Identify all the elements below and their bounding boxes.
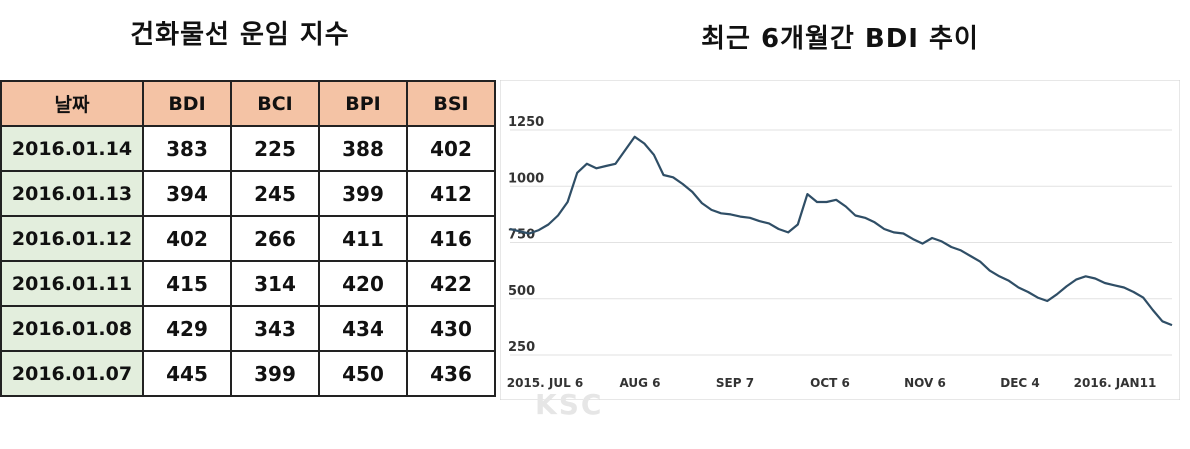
cell-bpi: 450 xyxy=(318,350,408,397)
table-row: 2016.01.13 394 245 399 412 xyxy=(0,170,496,217)
table-row: 2016.01.14 383 225 388 402 xyxy=(0,125,496,172)
cell-date: 2016.01.08 xyxy=(0,305,144,352)
x-axis: 2015. JUL 6 AUG 6 SEP 7 OCT 6 NOV 6 DEC 4 2016… xyxy=(507,376,1157,390)
y-tick-label: 500 xyxy=(508,284,535,299)
cell-bci: 225 xyxy=(230,125,320,172)
cell-bsi: 416 xyxy=(406,215,496,262)
table-row: 2016.01.07 445 399 450 436 xyxy=(0,350,496,397)
series-layer xyxy=(509,135,1173,327)
cell-bdi: 394 xyxy=(142,170,232,217)
bdi-series-line xyxy=(509,135,1173,327)
cell-bdi: 402 xyxy=(142,215,232,262)
cell-bdi: 445 xyxy=(142,350,232,397)
cell-bsi: 402 xyxy=(406,125,496,172)
cell-bci: 266 xyxy=(230,215,320,262)
cell-bsi: 430 xyxy=(406,305,496,352)
cell-date: 2016.01.14 xyxy=(0,125,144,172)
header-bci: BCI xyxy=(230,80,320,127)
x-tick-label: DEC 4 xyxy=(1000,376,1040,390)
cell-date: 2016.01.07 xyxy=(0,350,144,397)
y-tick-label: 1000 xyxy=(508,171,544,186)
cell-bsi: 436 xyxy=(406,350,496,397)
x-tick-label: NOV 6 xyxy=(904,376,946,390)
watermark-logo: KSC xyxy=(535,388,604,421)
table-title: 건화물선 운임 지수 xyxy=(130,20,350,50)
header-bpi: BPI xyxy=(318,80,408,127)
table-row: 2016.01.12 402 266 411 416 xyxy=(0,215,496,262)
header-bdi: BDI xyxy=(142,80,232,127)
cell-bsi: 422 xyxy=(406,260,496,307)
x-tick-label: SEP 7 xyxy=(716,376,754,390)
cell-bdi: 429 xyxy=(142,305,232,352)
x-tick-label: OCT 6 xyxy=(810,376,850,390)
cell-date: 2016.01.12 xyxy=(0,215,144,262)
y-tick-label: 1250 xyxy=(508,115,544,130)
cell-bci: 343 xyxy=(230,305,320,352)
cell-bpi: 388 xyxy=(318,125,408,172)
table-row: 2016.01.08 429 343 434 430 xyxy=(0,305,496,352)
cell-bci: 245 xyxy=(230,170,320,217)
cell-bdi: 415 xyxy=(142,260,232,307)
table-row: 2016.01.11 415 314 420 422 xyxy=(0,260,496,307)
cell-bpi: 399 xyxy=(318,170,408,217)
x-tick-label: 2016. JAN11 xyxy=(1074,376,1157,390)
x-tick-label: 2015. JUL 6 xyxy=(507,376,584,390)
cell-bci: 399 xyxy=(230,350,320,397)
cell-bpi: 411 xyxy=(318,215,408,262)
header-date: 날짜 xyxy=(0,80,144,127)
y-tick-label: 250 xyxy=(508,340,535,355)
cell-bsi: 412 xyxy=(406,170,496,217)
freight-index-table: 날짜 BDI BCI BPI BSI 2016.01.14 383 225 38… xyxy=(0,80,496,397)
x-tick-label: AUG 6 xyxy=(619,376,660,390)
cell-bdi: 383 xyxy=(142,125,232,172)
header-bsi: BSI xyxy=(406,80,496,127)
cell-date: 2016.01.13 xyxy=(0,170,144,217)
cell-date: 2016.01.11 xyxy=(0,260,144,307)
grid-layer xyxy=(510,129,1172,356)
cell-bpi: 434 xyxy=(318,305,408,352)
table-header-row: 날짜 BDI BCI BPI BSI xyxy=(0,80,496,127)
chart-title: 최근 6개월간 BDI 추이 xyxy=(701,24,979,54)
cell-bpi: 420 xyxy=(318,260,408,307)
chart-frame xyxy=(500,80,1180,400)
cell-bci: 314 xyxy=(230,260,320,307)
